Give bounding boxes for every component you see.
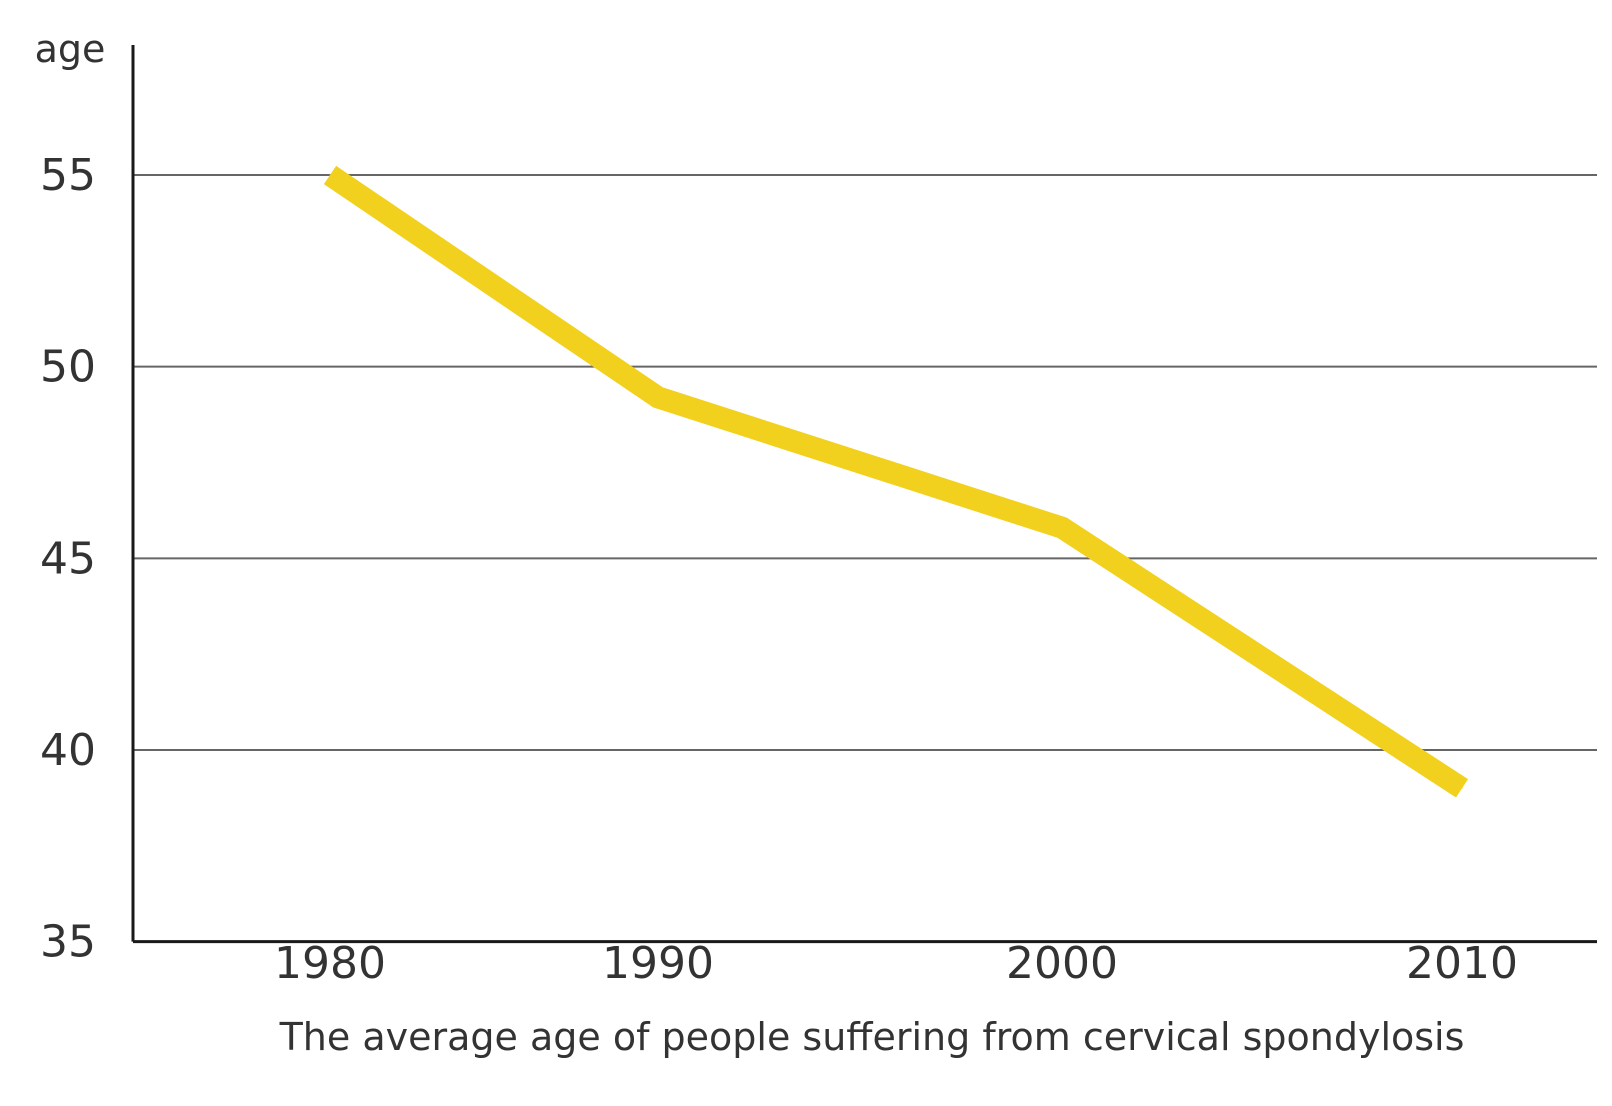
x-tick-label: 2000 [1006, 938, 1118, 989]
series-line [323, 165, 1469, 798]
x-tick-label: 1980 [274, 938, 386, 989]
data-point [329, 174, 331, 176]
data-point [1461, 787, 1463, 789]
gridlines [133, 174, 1597, 751]
data-point [1061, 527, 1063, 529]
y-tick-label: 40 [40, 725, 96, 776]
y-tick-label: 55 [40, 150, 96, 201]
chart-caption: The average age of people suffering from… [279, 1015, 1465, 1059]
data-point [657, 396, 659, 398]
y-axis-label: age [35, 27, 106, 71]
axes [131, 45, 1597, 944]
y-tick-labels: 55 50 45 40 35 [40, 150, 96, 968]
x-tick-labels: 1980 1990 2000 2010 [274, 938, 1518, 989]
series [323, 165, 1469, 798]
x-tick-label: 1990 [602, 938, 714, 989]
y-tick-label: 50 [40, 342, 96, 393]
y-tick-label: 35 [40, 917, 96, 968]
x-tick-label: 2010 [1406, 938, 1518, 989]
y-tick-label: 45 [40, 533, 96, 584]
